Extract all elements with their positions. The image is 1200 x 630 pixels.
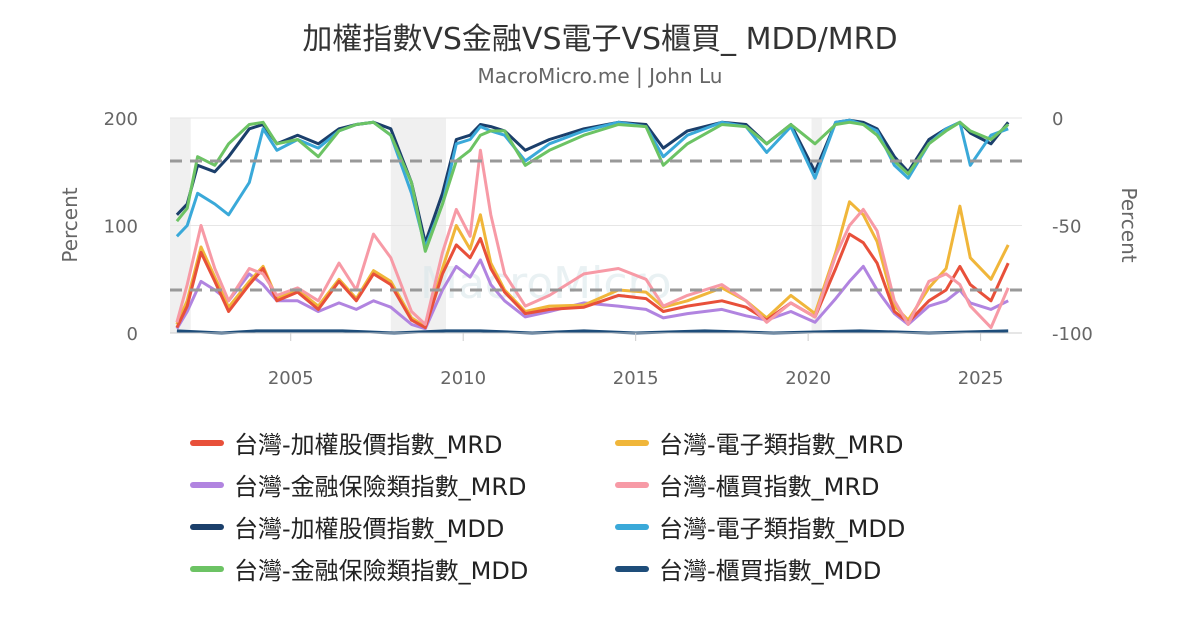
y-left-tick-label: 200 bbox=[104, 109, 138, 130]
legend-swatch bbox=[190, 439, 224, 446]
legend-label: 台灣-金融保險類指數_MRD bbox=[234, 473, 527, 501]
y-left-tick-label: 0 bbox=[127, 324, 138, 345]
series-line bbox=[175, 232, 1010, 330]
chart-subtitle: MacroMicro.me | John Lu bbox=[477, 64, 723, 88]
legend-item[interactable]: 台灣-電子類指數_MDD bbox=[615, 508, 1040, 545]
legend-label: 台灣-櫃買指數_MRD bbox=[659, 473, 880, 501]
y-right-tick-label: -100 bbox=[1052, 324, 1093, 345]
legend-item[interactable]: 台灣-金融保險類指數_MDD bbox=[190, 550, 615, 587]
series-line bbox=[175, 148, 1010, 330]
legend-item[interactable]: 台灣-加權股價指數_MDD bbox=[190, 508, 615, 545]
legend-swatch bbox=[615, 523, 649, 530]
reference-lines bbox=[170, 159, 1022, 292]
y-right-axis-title: Percent bbox=[1117, 187, 1141, 262]
y-right-ticks: -100 -50 0 bbox=[1052, 109, 1093, 345]
y-left-tick-label: 100 bbox=[104, 217, 138, 238]
y-left-ticks: 0 100 200 bbox=[104, 109, 138, 345]
legend-label: 台灣-電子類指數_MDD bbox=[659, 515, 906, 543]
legend-item[interactable]: 台灣-電子類指數_MRD bbox=[615, 424, 1040, 461]
series-line bbox=[175, 118, 1010, 245]
legend-swatch bbox=[615, 439, 649, 446]
legend-swatch bbox=[190, 523, 224, 530]
watermark-text: MacroMicro bbox=[420, 258, 672, 309]
legend-label: 台灣-電子類指數_MRD bbox=[659, 431, 904, 459]
chart-title: 加權指數VS金融VS電子VS櫃買_ MDD/MRD bbox=[302, 22, 898, 57]
legend-swatch bbox=[190, 481, 224, 488]
x-tick-label: 2025 bbox=[958, 368, 1004, 389]
y-left-axis-title: Percent bbox=[58, 187, 82, 262]
legend-item[interactable]: 台灣-櫃買指數_MRD bbox=[615, 466, 1040, 503]
legend-swatch bbox=[190, 565, 224, 572]
legend-swatch bbox=[615, 565, 649, 572]
series-line bbox=[175, 200, 1010, 329]
plot-area: MacroMicro 2005 2010 2015 2020 2025 0100200 … bbox=[58, 109, 1141, 389]
series-lines bbox=[175, 118, 1010, 335]
legend-label: 台灣-櫃買指數_MDD bbox=[659, 557, 882, 585]
legend-label: 台灣-金融保險類指數_MDD bbox=[234, 557, 529, 585]
legend: 台灣-加權股價指數_MRD 台灣-電子類指數_MRD 台灣-金融保險類指數_MR… bbox=[190, 424, 1050, 587]
x-axis-ticks: 2005 2010 2015 2020 2025 bbox=[268, 333, 1004, 389]
x-tick-label: 2010 bbox=[440, 368, 486, 389]
legend-label: 台灣-加權股價指數_MDD bbox=[234, 515, 505, 543]
x-tick-label: 2020 bbox=[785, 368, 831, 389]
x-tick-label: 2015 bbox=[613, 368, 659, 389]
series-line bbox=[175, 120, 1010, 253]
legend-label: 台灣-加權股價指數_MRD bbox=[234, 431, 503, 459]
y-right-tick-label: -50 bbox=[1052, 217, 1081, 238]
legend-item[interactable]: 台灣-加權股價指數_MRD bbox=[190, 424, 615, 461]
legend-swatch bbox=[615, 481, 649, 488]
legend-item[interactable]: 台灣-櫃買指數_MDD bbox=[615, 550, 1040, 587]
y-right-tick-label: 0 bbox=[1052, 109, 1063, 130]
x-tick-label: 2005 bbox=[268, 368, 314, 389]
series-line bbox=[175, 258, 1009, 331]
legend-item[interactable]: 台灣-金融保險類指數_MRD bbox=[190, 466, 615, 503]
